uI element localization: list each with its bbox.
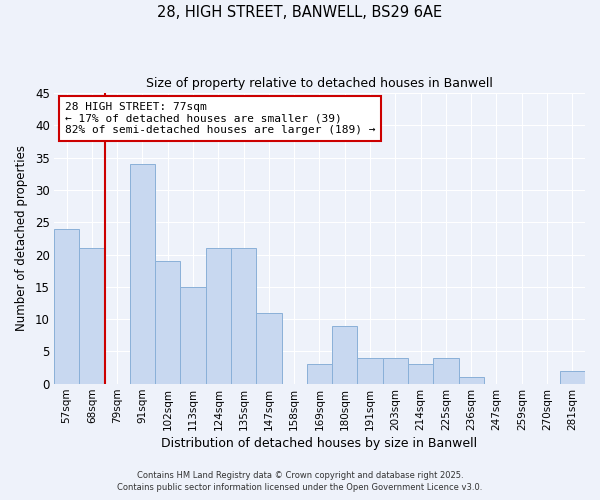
Bar (332, 326, 358, 384)
Bar (155, 261, 181, 384)
Bar (231, 248, 256, 384)
Bar (79, 248, 104, 384)
Bar (181, 287, 206, 384)
Text: Contains HM Land Registry data © Crown copyright and database right 2025.
Contai: Contains HM Land Registry data © Crown c… (118, 471, 482, 492)
Text: 28, HIGH STREET, BANWELL, BS29 6AE: 28, HIGH STREET, BANWELL, BS29 6AE (157, 5, 443, 20)
Bar (433, 358, 458, 384)
Bar (408, 364, 433, 384)
Bar (560, 371, 585, 384)
Bar (383, 358, 408, 384)
Y-axis label: Number of detached properties: Number of detached properties (15, 146, 28, 332)
Bar (307, 364, 332, 384)
Text: 28 HIGH STREET: 77sqm
← 17% of detached houses are smaller (39)
82% of semi-deta: 28 HIGH STREET: 77sqm ← 17% of detached … (65, 102, 375, 135)
Bar (256, 312, 281, 384)
Bar (458, 378, 484, 384)
Bar (54, 228, 79, 384)
X-axis label: Distribution of detached houses by size in Banwell: Distribution of detached houses by size … (161, 437, 478, 450)
Bar (358, 358, 383, 384)
Bar (130, 164, 155, 384)
Bar (206, 248, 231, 384)
Title: Size of property relative to detached houses in Banwell: Size of property relative to detached ho… (146, 78, 493, 90)
